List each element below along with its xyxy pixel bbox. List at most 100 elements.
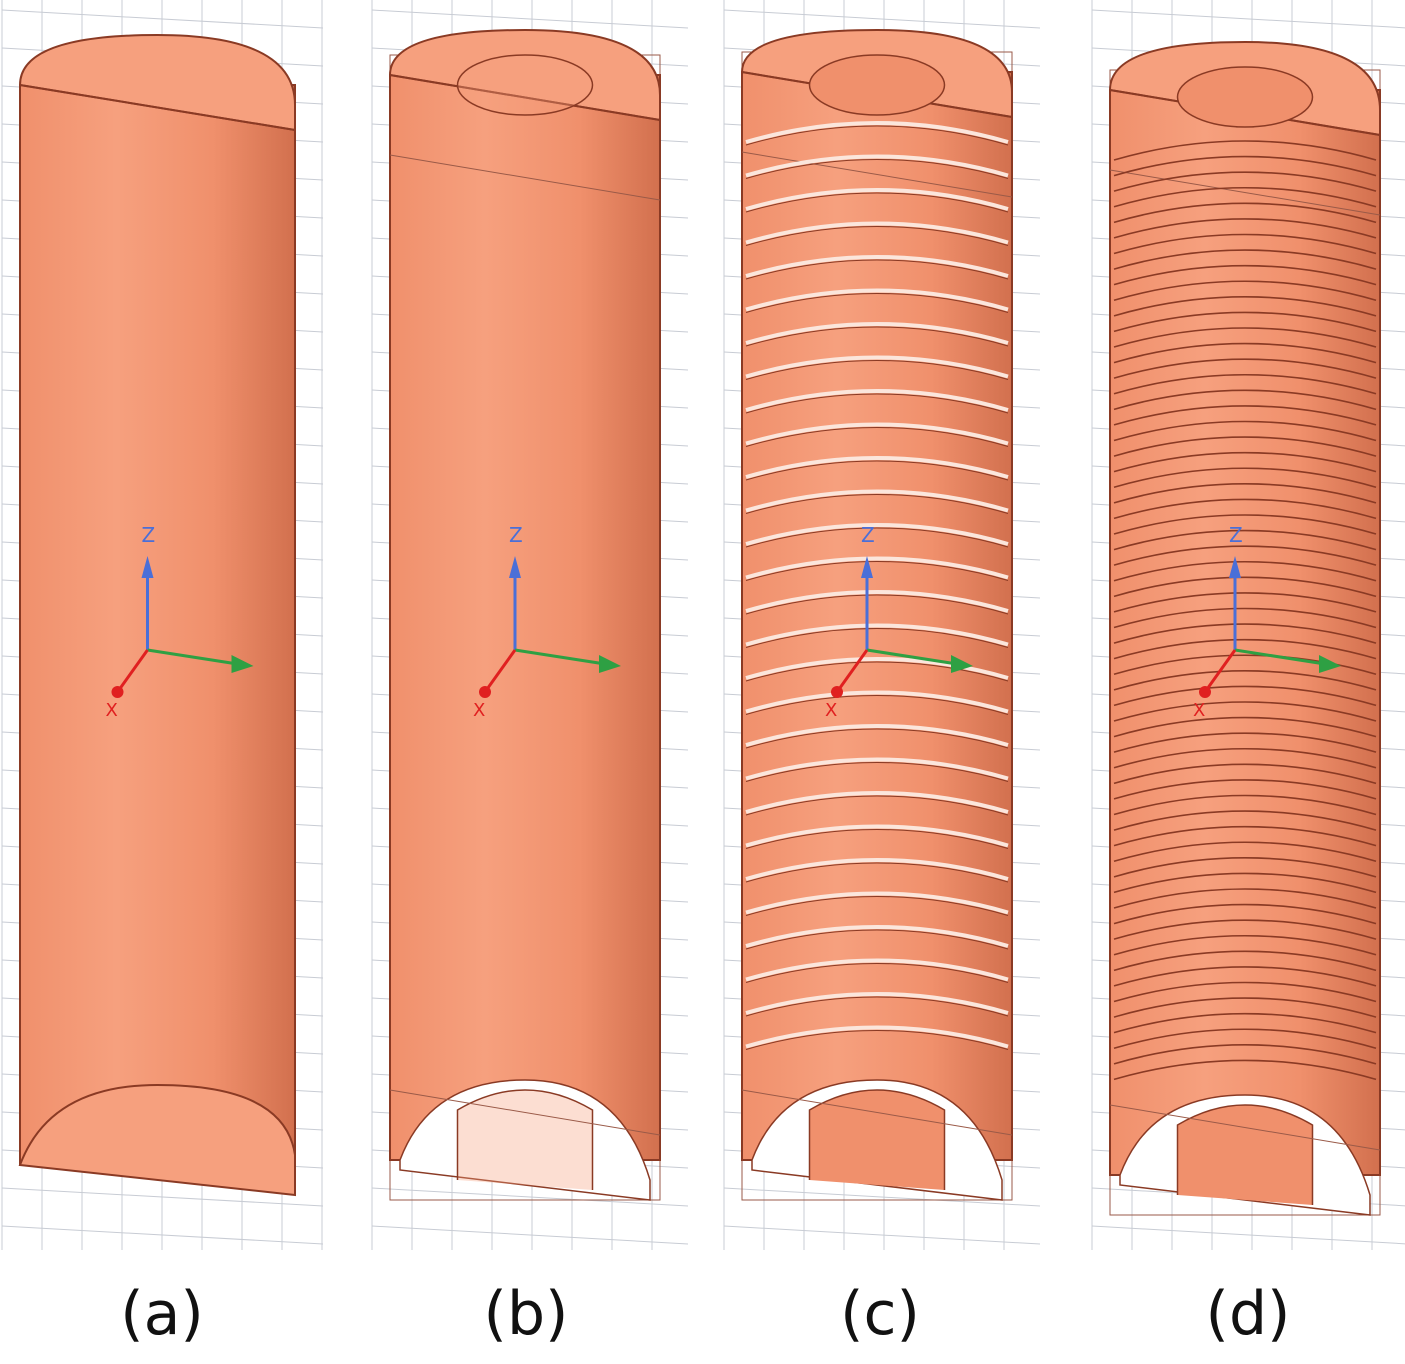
y-axis-line xyxy=(1234,648,1326,666)
ring xyxy=(1113,903,1377,925)
ring xyxy=(1113,592,1377,613)
top-guide-line xyxy=(389,154,661,201)
ring xyxy=(1113,716,1377,738)
ring-edge xyxy=(745,1030,1009,1050)
ring xyxy=(1113,296,1377,317)
ring xyxy=(1113,919,1377,940)
ring xyxy=(1113,607,1377,629)
ring xyxy=(1113,810,1377,831)
caption-c: (c) xyxy=(840,1279,920,1349)
ring xyxy=(745,757,1009,781)
ring xyxy=(1113,966,1377,987)
z-axis-arrow-icon xyxy=(1229,556,1241,578)
cylinder-body xyxy=(1109,89,1381,1176)
top-guide-line xyxy=(741,151,1013,198)
x-axis-label: X xyxy=(106,700,118,721)
y-axis-arrow-icon xyxy=(231,655,254,673)
ring xyxy=(745,690,1009,714)
ring xyxy=(1113,950,1377,972)
grid-line-h xyxy=(723,9,1041,29)
ring xyxy=(745,389,1009,412)
z-axis-label: Z xyxy=(142,523,156,547)
ring-edge xyxy=(745,360,1009,380)
ring xyxy=(1113,825,1377,847)
ring xyxy=(1113,1012,1377,1034)
bottom-liner xyxy=(456,1089,594,1190)
ring-edge xyxy=(745,996,1009,1017)
ring-edge xyxy=(745,192,1009,213)
ring xyxy=(745,188,1009,211)
ring-edge xyxy=(745,795,1009,816)
ring-edge xyxy=(745,628,1009,648)
ring xyxy=(1113,280,1377,302)
ring xyxy=(745,489,1009,513)
ring-edge xyxy=(745,494,1009,514)
ring xyxy=(745,992,1009,1015)
ring-edge xyxy=(745,393,1009,414)
ring-edge xyxy=(745,293,1009,313)
ring xyxy=(745,556,1009,580)
ring-edge xyxy=(745,728,1009,749)
caption-d: (d) xyxy=(1205,1279,1291,1349)
ring-edge xyxy=(745,326,1009,347)
ring xyxy=(745,657,1009,680)
ring xyxy=(1113,1059,1377,1081)
ring xyxy=(745,422,1009,446)
z-axis-arrow-icon xyxy=(861,556,873,578)
y-axis-line xyxy=(147,648,238,666)
ring xyxy=(1113,405,1377,426)
ring xyxy=(745,623,1009,647)
y-axis-line xyxy=(866,648,958,666)
ring xyxy=(1113,514,1377,535)
ring xyxy=(745,724,1009,747)
ring xyxy=(1113,187,1377,208)
top-guide-line xyxy=(1109,169,1381,216)
y-axis-line xyxy=(514,648,606,666)
ring-edge xyxy=(745,829,1009,849)
ring xyxy=(1113,794,1377,816)
bottom-cap xyxy=(18,1083,296,1197)
x-axis-arrow-icon xyxy=(831,686,843,698)
grid-line-h xyxy=(1091,9,1405,29)
top-liner xyxy=(1176,66,1314,128)
bottom-guide-line xyxy=(389,1089,661,1136)
panel-d: ZX xyxy=(1091,0,1405,1250)
ring-edge xyxy=(745,695,1009,715)
bottom-liner xyxy=(808,1089,946,1190)
ring-edge xyxy=(745,594,1009,615)
ring xyxy=(1113,748,1377,769)
z-axis-arrow-icon xyxy=(141,556,154,578)
ring xyxy=(1113,467,1377,489)
ring xyxy=(745,255,1009,278)
x-axis-label: X xyxy=(825,700,837,721)
ring xyxy=(1113,327,1377,348)
x-axis-label: X xyxy=(1193,700,1205,721)
ring xyxy=(745,221,1009,245)
caption-b: (b) xyxy=(483,1279,569,1349)
x-axis-arrow-icon xyxy=(479,686,491,698)
ring-edge xyxy=(745,460,1009,481)
cylinder-body xyxy=(19,84,296,1166)
ring xyxy=(1113,732,1377,753)
y-axis-arrow-icon xyxy=(1319,655,1341,673)
ring xyxy=(1113,654,1377,676)
bottom-opening xyxy=(399,1079,651,1201)
grid-line-h xyxy=(1091,1225,1405,1245)
x-axis-arrow-icon xyxy=(1199,686,1211,698)
ring xyxy=(1113,358,1377,379)
ring xyxy=(745,590,1009,613)
ring xyxy=(1113,311,1377,333)
ring xyxy=(1113,701,1377,722)
ring xyxy=(1113,545,1377,566)
ring xyxy=(1113,483,1377,504)
ring xyxy=(1113,249,1377,270)
ring xyxy=(745,791,1009,814)
ring xyxy=(745,958,1009,982)
ring xyxy=(1113,529,1377,551)
ring xyxy=(745,925,1009,948)
ring xyxy=(745,322,1009,345)
ring-edge xyxy=(745,226,1009,246)
ring xyxy=(1113,561,1377,582)
ring-edge xyxy=(745,561,1009,581)
